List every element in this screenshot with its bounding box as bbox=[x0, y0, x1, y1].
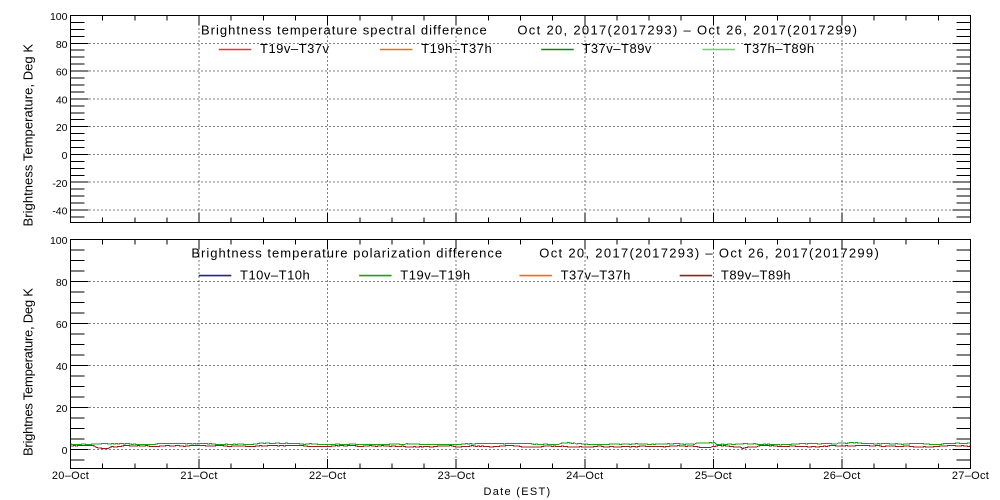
svg-text:22–Oct: 22–Oct bbox=[309, 470, 346, 482]
svg-text:60: 60 bbox=[56, 319, 68, 331]
svg-text:Brightness temperature spectra: Brightness temperature spectral differen… bbox=[201, 23, 488, 38]
svg-text:23–Oct: 23–Oct bbox=[438, 470, 475, 482]
svg-text:40: 40 bbox=[56, 94, 68, 106]
svg-text:40: 40 bbox=[56, 361, 68, 373]
svg-text:T19h–T37h: T19h–T37h bbox=[421, 41, 492, 56]
svg-text:Date (EST): Date (EST) bbox=[483, 486, 551, 498]
svg-text:T37v–T37h: T37v–T37h bbox=[561, 267, 631, 282]
svg-text:T37v–T89v: T37v–T89v bbox=[582, 41, 652, 56]
svg-text:24–Oct: 24–Oct bbox=[566, 470, 603, 482]
svg-text:T10v–T10h: T10v–T10h bbox=[240, 267, 310, 282]
svg-text:Oct 20, 2017(2017293) – Oct 26: Oct 20, 2017(2017293) – Oct 26, 2017(201… bbox=[517, 23, 858, 38]
svg-text:20: 20 bbox=[56, 403, 68, 415]
svg-text:Brightness temperature polariz: Brightness temperature polarization diff… bbox=[191, 246, 503, 261]
svg-text:Brightness Temperature, Deg K: Brightness Temperature, Deg K bbox=[21, 44, 36, 227]
svg-text:Brightnes Temperature, Deg K: Brightnes Temperature, Deg K bbox=[21, 288, 36, 456]
svg-text:26–Oct: 26–Oct bbox=[823, 470, 860, 482]
svg-text:Oct 20, 2017(2017293) – Oct 26: Oct 20, 2017(2017293) – Oct 26, 2017(201… bbox=[539, 246, 880, 261]
svg-text:20: 20 bbox=[56, 122, 68, 134]
svg-text:0: 0 bbox=[62, 150, 68, 162]
svg-text:100: 100 bbox=[50, 11, 68, 23]
svg-text:25–Oct: 25–Oct bbox=[695, 470, 732, 482]
svg-text:T19v–T37v: T19v–T37v bbox=[260, 41, 330, 56]
svg-text:T89v–T89h: T89v–T89h bbox=[721, 267, 791, 282]
svg-text:80: 80 bbox=[56, 39, 68, 51]
svg-text:T37h–T89h: T37h–T89h bbox=[744, 41, 815, 56]
svg-text:-40: -40 bbox=[52, 206, 67, 218]
svg-text:20–Oct: 20–Oct bbox=[52, 470, 89, 482]
svg-text:27–Oct: 27–Oct bbox=[952, 470, 989, 482]
svg-text:21–Oct: 21–Oct bbox=[180, 470, 217, 482]
svg-text:80: 80 bbox=[56, 277, 68, 289]
svg-text:100: 100 bbox=[50, 235, 68, 247]
svg-text:T19v–T19h: T19v–T19h bbox=[400, 267, 470, 282]
svg-text:0: 0 bbox=[62, 445, 68, 457]
svg-text:60: 60 bbox=[56, 67, 68, 79]
svg-text:-20: -20 bbox=[52, 178, 67, 190]
